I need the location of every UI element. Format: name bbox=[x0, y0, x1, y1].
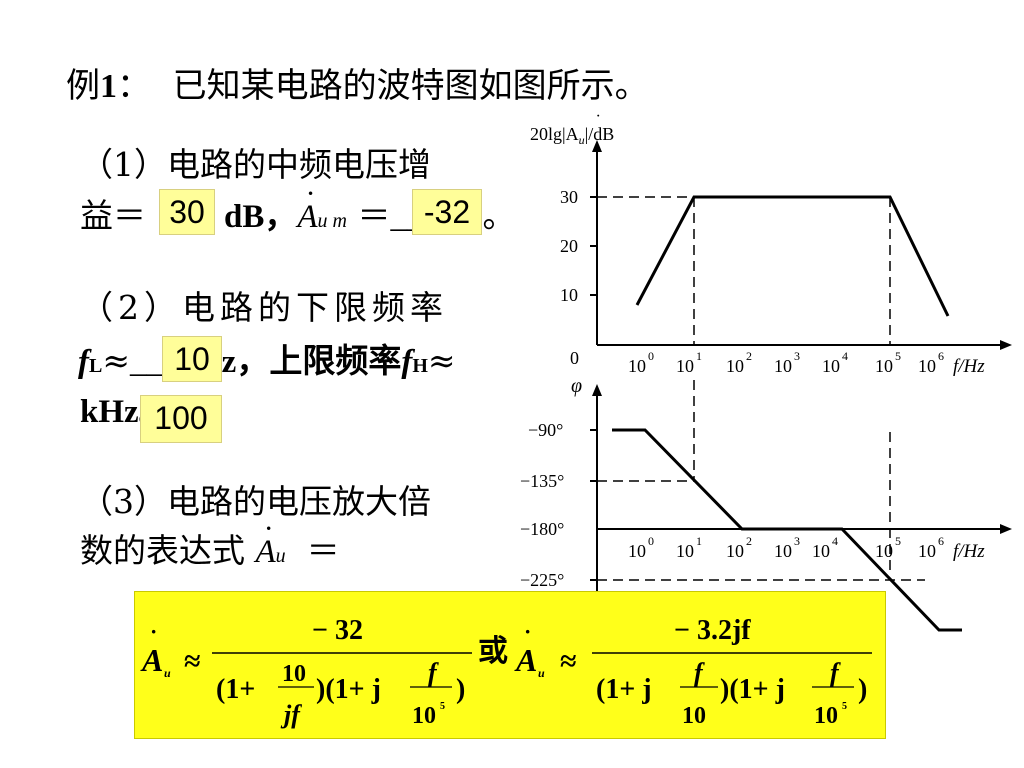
phase-ylabel: φ bbox=[571, 375, 582, 397]
answer-gain-box: 30 bbox=[159, 189, 215, 235]
example-number: 1 bbox=[100, 68, 117, 105]
amp-ytick-0: 0 bbox=[570, 348, 579, 368]
svg-text:·: · bbox=[524, 619, 531, 644]
svg-text:)(1+ j: )(1+ j bbox=[316, 674, 381, 705]
svg-text:10: 10 bbox=[774, 356, 792, 376]
svg-text:)(1+ j: )(1+ j bbox=[720, 674, 785, 705]
svg-text:f: f bbox=[830, 658, 841, 687]
amplitude-plot: 20lg|Au|/dB · 30 20 10 0 10 0 10 1 10 2 10 3… bbox=[530, 108, 1012, 377]
formula-numerator-1: − 32 bbox=[312, 615, 363, 646]
svg-text:10: 10 bbox=[676, 356, 694, 376]
svg-text:f: f bbox=[694, 658, 705, 687]
svg-text:6: 6 bbox=[938, 349, 944, 363]
svg-text:·: · bbox=[150, 619, 157, 644]
svg-text:1: 1 bbox=[696, 534, 702, 548]
formula-numerator-2: − 3.2jf bbox=[674, 615, 751, 646]
svg-text:u: u bbox=[164, 666, 171, 680]
formula-or: 或 bbox=[478, 635, 508, 668]
svg-text:2: 2 bbox=[746, 534, 752, 548]
q3-line1: （3）电路的电压放大倍 bbox=[80, 482, 431, 521]
svg-text:jf: jf bbox=[280, 700, 302, 729]
svg-text:10: 10 bbox=[814, 703, 838, 729]
phase-xticks: 10 0 10 1 10 2 10 3 10 4 10 5 10 6 bbox=[628, 534, 944, 561]
svg-text:10: 10 bbox=[918, 541, 936, 561]
formula-answer-box bbox=[134, 591, 886, 739]
svg-text:10: 10 bbox=[918, 356, 936, 376]
svg-text:10: 10 bbox=[774, 541, 792, 561]
svg-text:10: 10 bbox=[676, 541, 694, 561]
svg-text:3: 3 bbox=[794, 349, 800, 363]
example-statement: 已知某电路的波特图如图所示。 bbox=[172, 66, 649, 106]
q3-line2: 数的表达式 Au ＝ bbox=[80, 514, 340, 569]
svg-text:4: 4 bbox=[842, 349, 848, 363]
phase-ytick-135: −135° bbox=[520, 471, 564, 491]
phase-xlabel: f/Hz bbox=[953, 541, 985, 562]
svg-text:u: u bbox=[538, 666, 545, 680]
svg-text:10: 10 bbox=[875, 356, 893, 376]
formula-a-symbol-2: A bbox=[514, 642, 537, 678]
svg-text:10: 10 bbox=[726, 541, 744, 561]
svg-text:·: · bbox=[596, 108, 600, 125]
formula-a-symbol-1: A bbox=[140, 642, 163, 678]
example-title: 例1： 已知某电路的波特图如图所示。 bbox=[66, 66, 649, 106]
answer-fl-box: 10 bbox=[162, 336, 222, 382]
svg-text:3: 3 bbox=[794, 534, 800, 548]
svg-text:≈: ≈ bbox=[184, 645, 200, 678]
svg-text:0: 0 bbox=[648, 534, 654, 548]
phase-ytick-180: −180° bbox=[520, 519, 564, 539]
svg-text:): ) bbox=[456, 674, 465, 705]
a-u-symbol: A bbox=[256, 514, 276, 569]
svg-text:1: 1 bbox=[696, 349, 702, 363]
a-um-symbol: A bbox=[297, 179, 317, 234]
svg-text:10: 10 bbox=[628, 356, 646, 376]
amp-xlabel: f/Hz bbox=[953, 356, 985, 377]
amp-curve bbox=[635, 195, 950, 317]
svg-text:(1+ j: (1+ j bbox=[596, 674, 652, 705]
phase-ytick-90: −90° bbox=[528, 420, 563, 440]
amp-ytick-30: 30 bbox=[560, 187, 578, 207]
svg-text:(1+: (1+ bbox=[216, 674, 255, 705]
svg-text:5: 5 bbox=[842, 701, 847, 712]
svg-text:≈: ≈ bbox=[560, 645, 576, 678]
q1-line1: （1）电路的中频电压增 bbox=[80, 145, 431, 184]
amp-ytick-10: 10 bbox=[560, 285, 578, 305]
svg-text:f: f bbox=[428, 658, 439, 687]
svg-text:10: 10 bbox=[726, 356, 744, 376]
svg-text:0: 0 bbox=[648, 349, 654, 363]
phase-curve bbox=[612, 428, 962, 632]
amp-xticks: 10 0 10 1 10 2 10 3 10 4 10 5 10 6 bbox=[628, 349, 944, 376]
phase-ytick-225: −225° bbox=[520, 570, 564, 590]
svg-text:): ) bbox=[858, 674, 867, 705]
svg-text:10: 10 bbox=[412, 703, 436, 729]
svg-text:5: 5 bbox=[895, 349, 901, 363]
q2-line1: （2）电路的下限频率 bbox=[80, 288, 448, 327]
svg-text:6: 6 bbox=[938, 534, 944, 548]
svg-text:10: 10 bbox=[812, 541, 830, 561]
amp-ytick-20: 20 bbox=[560, 236, 578, 256]
svg-text:5: 5 bbox=[895, 534, 901, 548]
svg-text:10: 10 bbox=[682, 703, 706, 729]
amp-ylabel: 20lg|Au|/dB bbox=[530, 124, 614, 147]
svg-text:10: 10 bbox=[875, 541, 893, 561]
phase-plot: φ −90° −135° −180° −225° 10 0 10 1 10 2 10 3… bbox=[520, 375, 1012, 632]
svg-text:4: 4 bbox=[832, 534, 838, 548]
answer-aum-box: -32 bbox=[412, 189, 482, 235]
svg-text:10: 10 bbox=[282, 661, 306, 687]
formula-svg: A · u ≈ − 32 (1+ 10 jf )(1+ j f 10 5 ) 或… bbox=[140, 615, 872, 729]
svg-text:2: 2 bbox=[746, 349, 752, 363]
svg-text:10: 10 bbox=[628, 541, 646, 561]
answer-fh-box: 100 bbox=[140, 395, 222, 443]
svg-text:5: 5 bbox=[440, 701, 445, 712]
svg-text:10: 10 bbox=[822, 356, 840, 376]
